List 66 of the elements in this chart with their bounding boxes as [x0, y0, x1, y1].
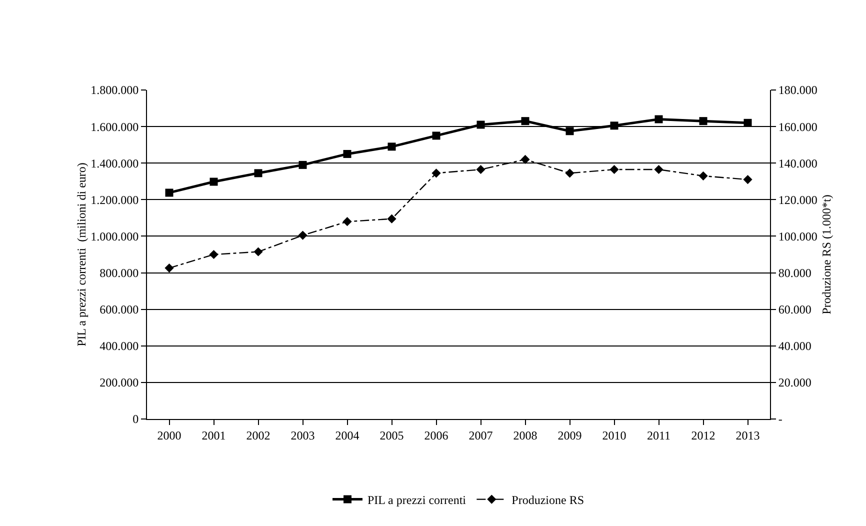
y2-axis-title: Produzione RS (1.000*t) [819, 194, 834, 314]
y-axis-title: PIL a prezzi correnti (milioni di euro) [74, 162, 89, 346]
point [565, 168, 574, 178]
x-tick-label: 2004 [335, 428, 360, 442]
point [521, 117, 530, 126]
y2-tick-label: 40.000 [778, 339, 812, 354]
y-tick-label: 1.400.000 [90, 156, 139, 170]
y2-tick-label: - [778, 412, 782, 426]
point [298, 230, 308, 240]
x-tick-label: 2001 [202, 428, 226, 442]
y-tick-label: 600.000 [100, 302, 139, 317]
x-tick-label: 2010 [602, 428, 626, 442]
point [342, 217, 352, 226]
point [298, 160, 307, 169]
y-tick-label: 400.000 [100, 339, 139, 354]
point [209, 250, 218, 260]
point [387, 214, 396, 224]
point [610, 122, 618, 130]
y2-tick-label: 20.000 [778, 376, 812, 390]
x-tick-label: 2011 [646, 428, 671, 442]
point [343, 150, 352, 158]
y2-tick-label: 160.000 [778, 120, 818, 134]
point [254, 169, 262, 178]
y-tick-label: 800.000 [100, 266, 139, 280]
point [743, 175, 752, 184]
x-tick-label: 2000 [157, 428, 182, 442]
y2-tick-label: 140.000 [778, 156, 818, 170]
point [432, 168, 441, 178]
point [165, 188, 174, 197]
y2-tick-label: 180.000 [778, 83, 818, 98]
x-tick-label: 2006 [424, 428, 448, 442]
point [164, 263, 174, 273]
x-tick-label: 2007 [468, 428, 493, 442]
point [254, 247, 263, 256]
point [520, 154, 530, 164]
x-tick-label: 2005 [380, 428, 404, 442]
x-tick-label: 2003 [290, 428, 315, 442]
y-tick-label: 200.000 [100, 376, 139, 390]
x-tick-label: 2002 [246, 428, 270, 442]
x-tick-label: 2008 [513, 428, 538, 442]
y2-tick-label: 60.000 [778, 302, 812, 317]
point [610, 164, 619, 174]
x-tick-label: 2012 [691, 428, 716, 442]
point [654, 115, 663, 124]
legend-label: Produzione RS [512, 492, 584, 507]
point [654, 164, 664, 174]
y2-tick-label: 100.000 [778, 229, 818, 244]
point [388, 142, 396, 151]
point [744, 118, 752, 127]
y-tick-label: 1.600.000 [90, 120, 139, 134]
legend-label: PIL a prezzi correnti [368, 492, 467, 507]
point [476, 164, 486, 174]
y2-tick-label: 120.000 [778, 192, 818, 207]
point [566, 127, 574, 136]
y-tick-label: 1.000.000 [90, 229, 139, 244]
point [210, 178, 218, 186]
x-tick-label: 2009 [558, 428, 582, 442]
y-tick-label: 1.200.000 [90, 192, 139, 207]
point [698, 171, 708, 180]
point [699, 117, 708, 126]
point [476, 120, 485, 129]
y-tick-label: 0 [132, 412, 139, 426]
y2-tick-label: 80.000 [778, 266, 812, 280]
y-tick-label: 1.800.000 [90, 83, 139, 98]
x-tick-label: 2013 [736, 428, 760, 442]
point [432, 132, 440, 140]
